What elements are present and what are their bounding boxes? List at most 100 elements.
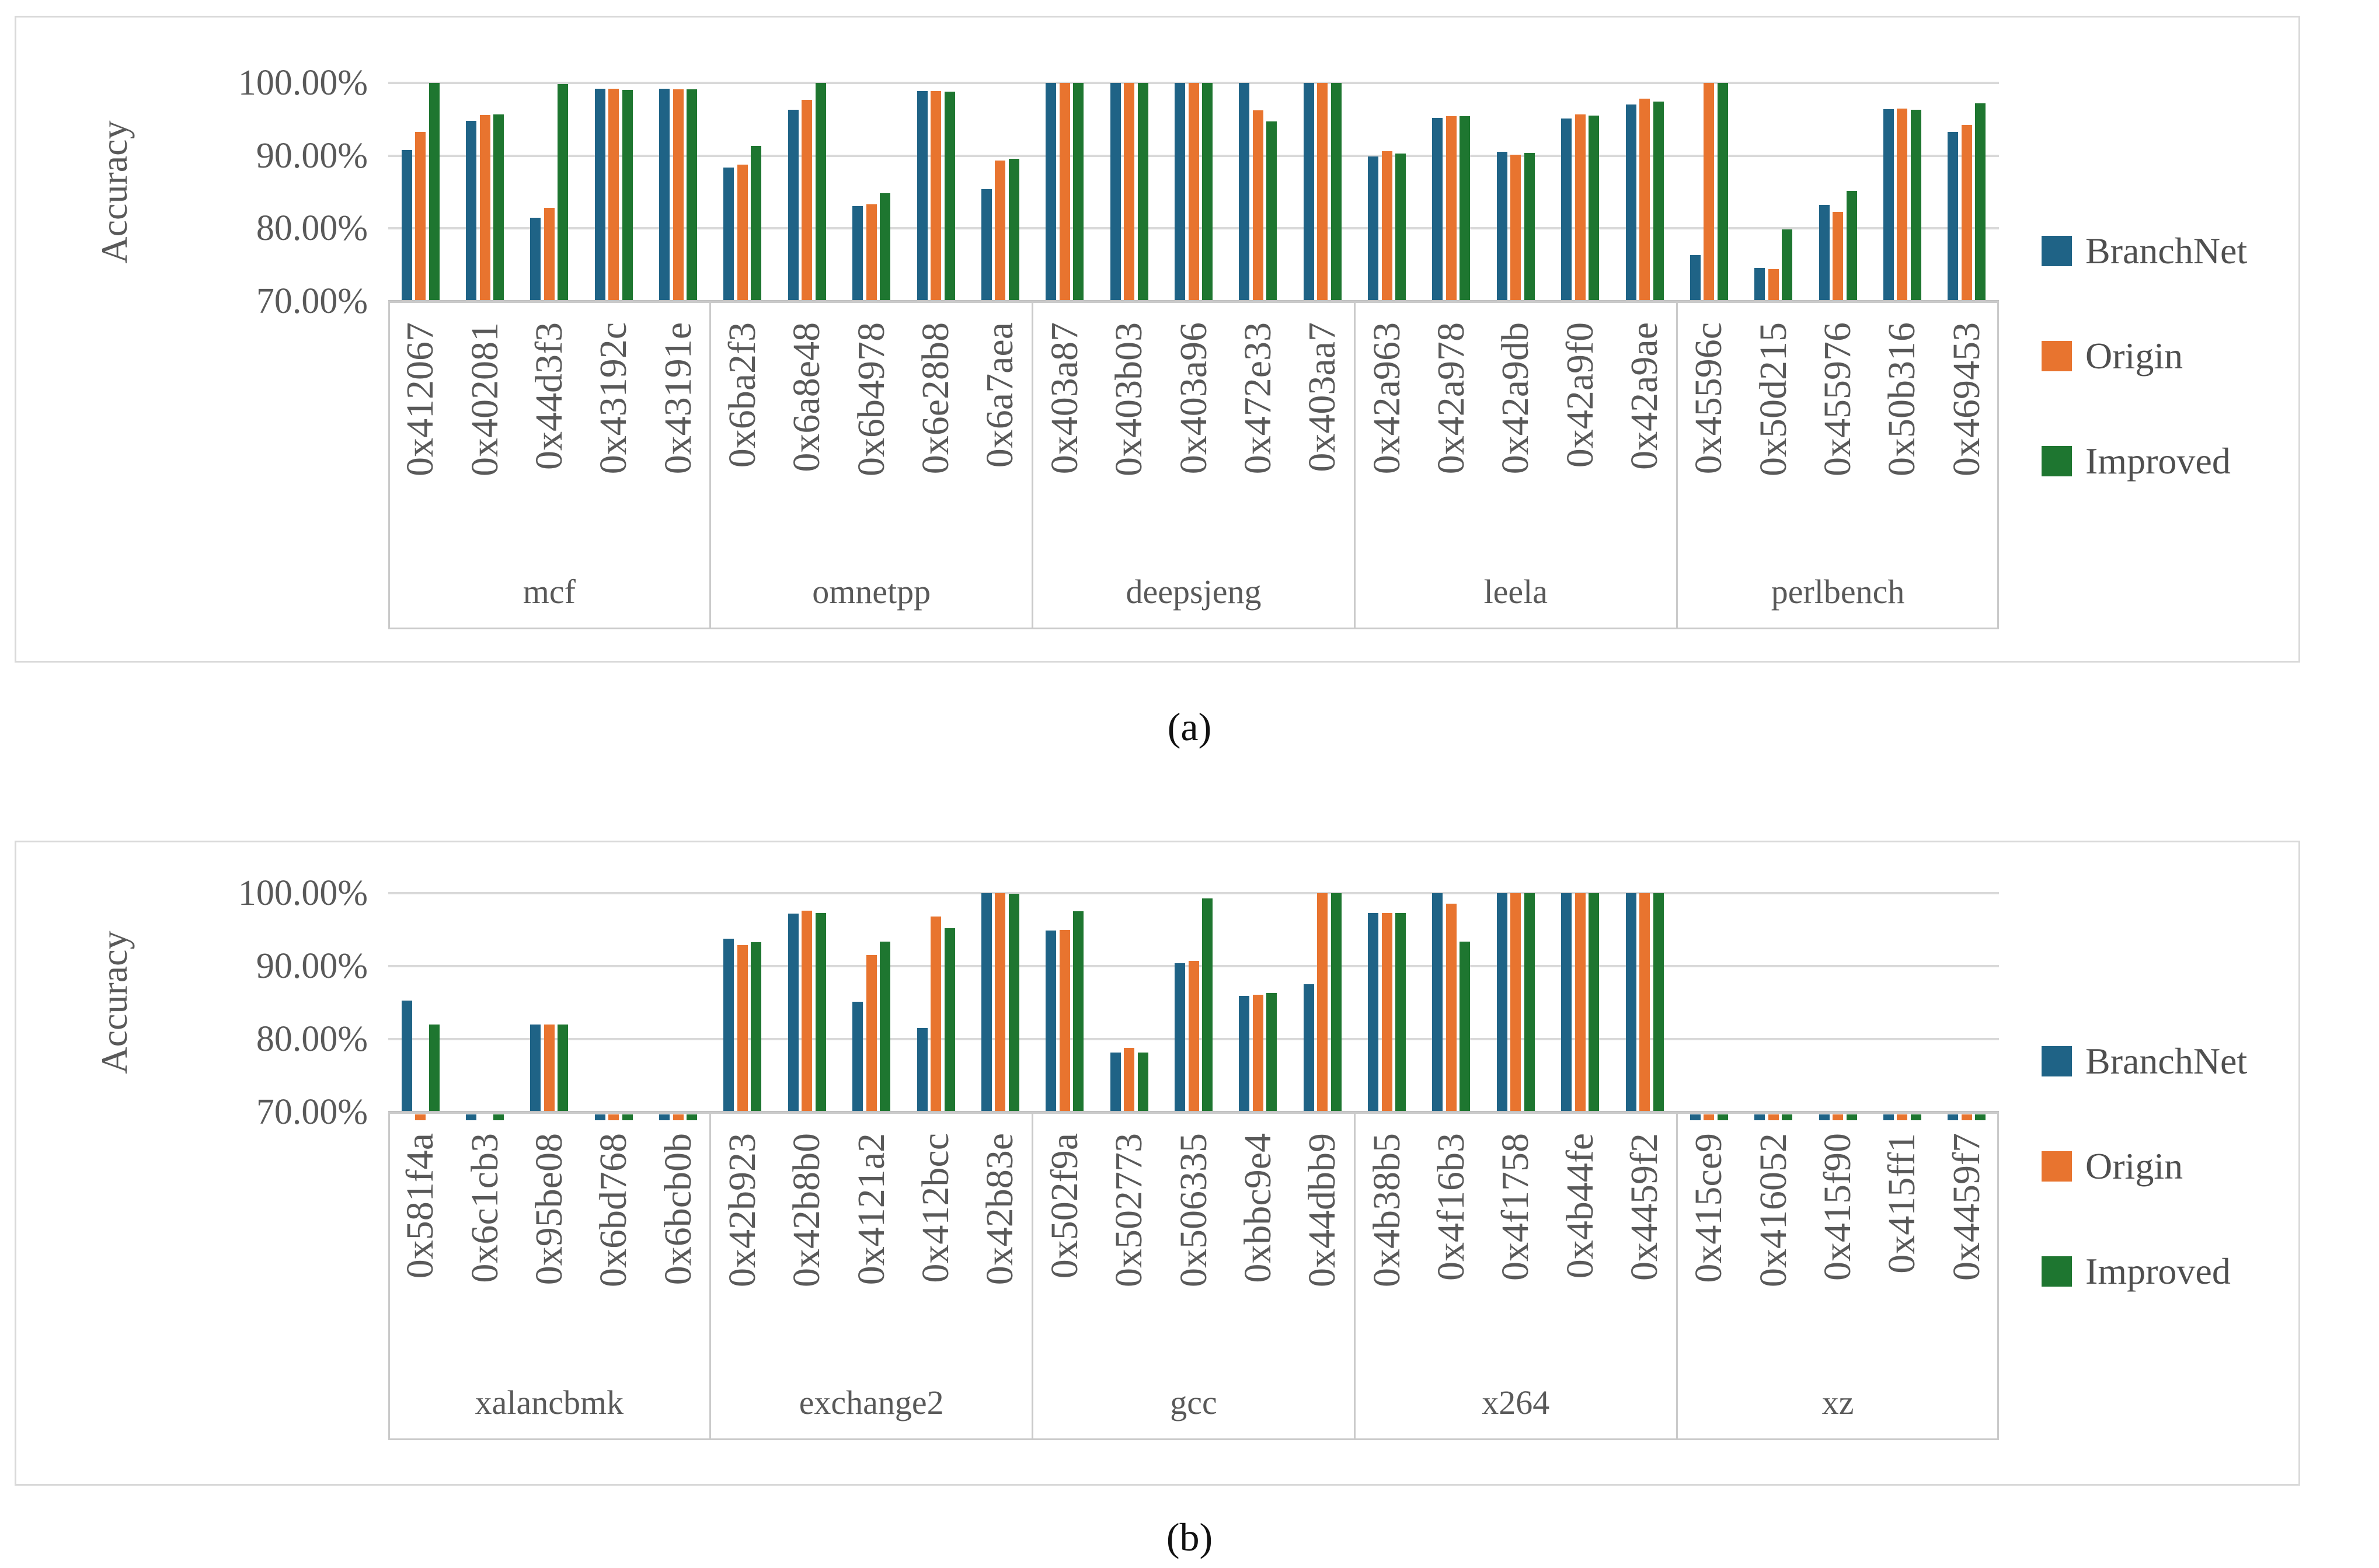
bar-origin — [1252, 994, 1263, 1112]
category-label-text: 0x45596c — [1687, 322, 1730, 475]
bar-origin — [995, 161, 1006, 301]
category-label-text: 0x95be08 — [527, 1133, 570, 1285]
bar-branchnet — [788, 914, 799, 1112]
legend-swatch-branchnet — [2042, 1046, 2072, 1076]
bar-origin — [1445, 903, 1457, 1112]
bar-stub-origin — [1833, 1114, 1844, 1120]
bar-branchnet — [1432, 117, 1443, 301]
bar-stub-branchnet — [659, 1114, 670, 1120]
y-tick-label: 70.00% — [256, 1092, 368, 1132]
bar-improved — [558, 84, 569, 301]
category-label-text: 0x43192c — [592, 322, 635, 475]
bar-improved — [1460, 941, 1471, 1112]
category-group-divider — [1353, 301, 1356, 629]
bar-origin — [1897, 108, 1908, 301]
y-tick-label: 100.00% — [238, 63, 368, 103]
category-label-text: 0x6b4978 — [849, 322, 893, 476]
bar-improved — [1395, 153, 1406, 301]
bar-branchnet — [1883, 109, 1894, 301]
bar-improved — [493, 114, 504, 301]
bar-improved — [751, 942, 762, 1112]
category-label-text: 0x6a7aea — [978, 322, 1022, 468]
bar-branchnet — [788, 110, 799, 301]
bar-improved — [1266, 993, 1277, 1112]
bar-origin — [1252, 110, 1263, 301]
bar-improved — [815, 83, 826, 301]
benchmark-name: deepsjeng — [1126, 573, 1262, 611]
bar-stub-improved — [493, 1114, 504, 1120]
bar-improved — [815, 912, 826, 1112]
bar-origin — [1317, 893, 1328, 1112]
bar-stub-branchnet — [594, 1114, 605, 1120]
bar-origin — [1188, 961, 1199, 1112]
bar-branchnet — [659, 88, 670, 301]
bar-improved — [944, 91, 955, 301]
category-label-text: 0x403a96 — [1172, 322, 1215, 475]
category-label-text: 0x6c1cb3 — [463, 1133, 506, 1283]
bar-origin — [415, 131, 426, 301]
legend-label-branchnet: BranchNet — [2085, 1040, 2248, 1082]
bar-improved — [1589, 116, 1600, 301]
bar-origin — [479, 114, 490, 301]
bar-improved — [687, 89, 698, 301]
category-group-divider — [1032, 1112, 1034, 1440]
bar-improved — [1073, 83, 1084, 301]
category-label-text: 0x506335 — [1172, 1133, 1215, 1287]
bar-branchnet — [1239, 83, 1250, 301]
category-label-text: 0x42a978 — [1429, 322, 1472, 475]
y-tick-label: 70.00% — [256, 281, 368, 321]
bar-branchnet — [1496, 893, 1507, 1112]
category-label-text: 0x415f90 — [1816, 1133, 1859, 1281]
caption-a: (a) — [1167, 705, 1212, 749]
bar-origin — [931, 90, 942, 301]
category-label-text: 0x50d215 — [1751, 322, 1795, 476]
bar-origin — [802, 99, 813, 301]
bar-origin — [544, 208, 555, 301]
bar-origin — [1188, 83, 1199, 301]
bar-origin — [866, 955, 877, 1112]
category-label-text: 0x44d3f3 — [527, 322, 570, 470]
bar-origin — [737, 164, 748, 301]
bar-branchnet — [1690, 255, 1701, 301]
bar-branchnet — [530, 1025, 541, 1112]
bar-origin — [866, 204, 877, 301]
category-label-text: 0x4121a2 — [849, 1133, 893, 1285]
bar-origin — [1575, 114, 1586, 301]
bar-stub-improved — [687, 1114, 698, 1120]
bar-branchnet — [852, 205, 863, 301]
bar-origin — [1510, 155, 1521, 301]
bar-branchnet — [723, 938, 734, 1112]
bar-branchnet — [1046, 930, 1057, 1112]
bar-stub-improved — [1910, 1114, 1921, 1120]
bar-improved — [1008, 894, 1019, 1112]
bar-branchnet — [466, 120, 477, 301]
category-label-box — [388, 301, 1999, 629]
category-group-divider — [1353, 1112, 1356, 1440]
y-axis-title: Accuracy — [93, 931, 135, 1074]
bar-origin — [1124, 83, 1135, 301]
bar-origin — [1639, 893, 1650, 1112]
bar-branchnet — [1819, 205, 1830, 301]
bar-stub-branchnet — [1690, 1114, 1701, 1120]
legend-swatch-branchnet — [2042, 236, 2072, 266]
bar-origin — [1768, 269, 1779, 301]
category-label-text: 0x402081 — [463, 322, 506, 476]
y-tick-label: 100.00% — [238, 873, 368, 913]
bar-branchnet — [1561, 893, 1572, 1112]
bar-stub-branchnet — [1948, 1114, 1959, 1120]
benchmark-name: gcc — [1170, 1384, 1217, 1421]
category-label-text: 0x50b316 — [1880, 322, 1924, 476]
bar-origin — [1059, 929, 1070, 1112]
category-label-text: 0x469453 — [1945, 322, 1988, 476]
category-label-text: 0x403aa7 — [1301, 322, 1344, 472]
bar-stub-improved — [622, 1114, 633, 1120]
bar-branchnet — [1110, 1052, 1121, 1112]
bar-branchnet — [1303, 984, 1314, 1112]
bar-improved — [1073, 911, 1084, 1112]
bar-improved — [944, 928, 955, 1112]
bar-origin — [1059, 83, 1070, 301]
benchmark-name: xz — [1821, 1384, 1854, 1421]
bar-origin — [1639, 99, 1650, 301]
bar-improved — [1975, 103, 1986, 301]
bar-origin — [1381, 151, 1392, 301]
